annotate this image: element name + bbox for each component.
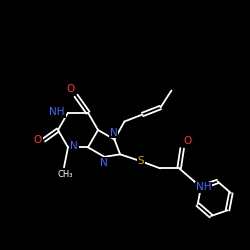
Text: O: O [67, 84, 75, 94]
Text: N: N [110, 128, 117, 138]
Text: N: N [100, 158, 107, 168]
Text: NH: NH [50, 107, 65, 117]
Text: CH₃: CH₃ [57, 170, 73, 179]
Text: O: O [183, 136, 192, 146]
Text: NH: NH [196, 182, 212, 192]
Text: O: O [34, 135, 42, 145]
Text: N: N [70, 141, 78, 151]
Text: S: S [138, 156, 144, 166]
